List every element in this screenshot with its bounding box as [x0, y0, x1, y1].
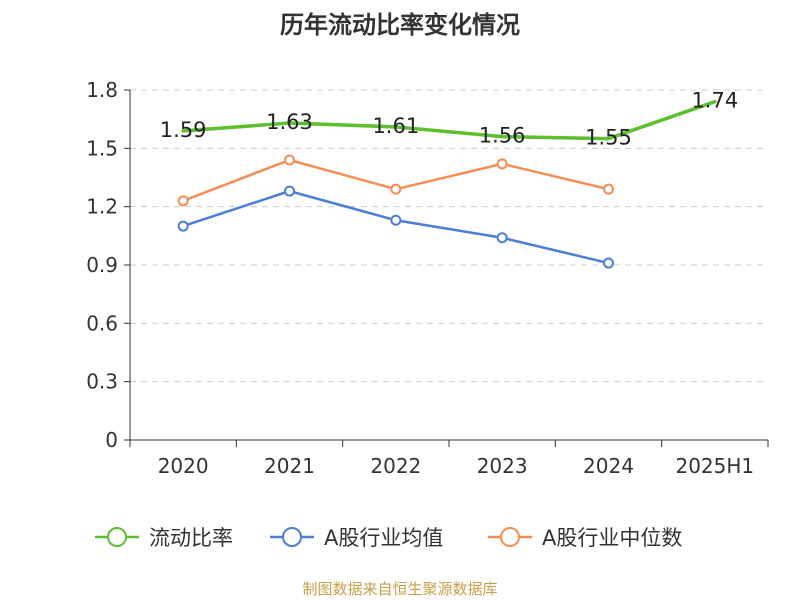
series-point[interactable] [284, 154, 295, 166]
legend-item-2[interactable]: A股行业中位数 [488, 526, 682, 550]
y-tick-label: 1.2 [86, 195, 118, 219]
x-tick-label: 2022 [370, 454, 421, 478]
data-label: 1.74 [691, 89, 738, 113]
axes: 0 0.3 0.6 0.9 1.2 1.5 1.8 2020 2021 2022 2023 2024 2… [86, 78, 769, 478]
y-tick-label: 0.6 [86, 311, 118, 335]
data-label: 1.55 [585, 126, 632, 150]
source-note: 制图数据来自恒生聚源数据库 [302, 580, 497, 598]
series-point[interactable] [390, 214, 402, 226]
series-line-0 [181, 99, 717, 141]
legend-label: 流动比率 [149, 526, 233, 550]
x-tick-label: 2020 [158, 454, 209, 478]
x-tick-label: 2023 [477, 454, 528, 478]
data-label: 1.59 [160, 118, 207, 142]
data-label: 1.61 [372, 114, 419, 138]
x-tick-label: 2021 [264, 454, 315, 478]
legend-marker [107, 527, 127, 547]
legend-marker [500, 527, 520, 547]
series-point[interactable] [177, 195, 189, 207]
series-line-2 [181, 158, 610, 203]
legend[interactable]: 流动比率 A股行业均值 A股行业中位数 [95, 526, 682, 550]
series-line-1 [181, 189, 610, 265]
legend-label: A股行业均值 [324, 526, 443, 550]
chart-title: 历年流动比率变化情况 [280, 11, 520, 39]
legend-label: A股行业中位数 [542, 526, 682, 550]
x-tick-label: 2025H1 [675, 454, 754, 478]
data-labels: 1.59 1.63 1.61 1.56 1.55 1.74 [160, 89, 738, 150]
x-tick-label: 2024 [583, 454, 634, 478]
y-tick-label: 0.3 [86, 370, 118, 394]
legend-marker [282, 527, 302, 547]
series-point[interactable] [177, 220, 189, 232]
series-point[interactable] [496, 232, 508, 244]
legend-item-1[interactable]: A股行业均值 [270, 526, 443, 550]
data-label: 1.63 [266, 110, 313, 134]
y-tick-label: 0.9 [86, 253, 118, 277]
y-tick-label: 0 [105, 428, 118, 452]
grid [130, 89, 768, 383]
series-point[interactable] [603, 257, 614, 269]
series-point[interactable] [496, 158, 508, 170]
legend-item-0[interactable]: 流动比率 [95, 526, 233, 550]
data-label: 1.56 [479, 124, 526, 148]
series-layer [177, 99, 717, 269]
series-point[interactable] [284, 185, 295, 197]
series-point[interactable] [390, 183, 402, 195]
y-tick-label: 1.5 [86, 136, 118, 160]
series-point[interactable] [603, 183, 614, 195]
y-tick-label: 1.8 [86, 78, 118, 102]
